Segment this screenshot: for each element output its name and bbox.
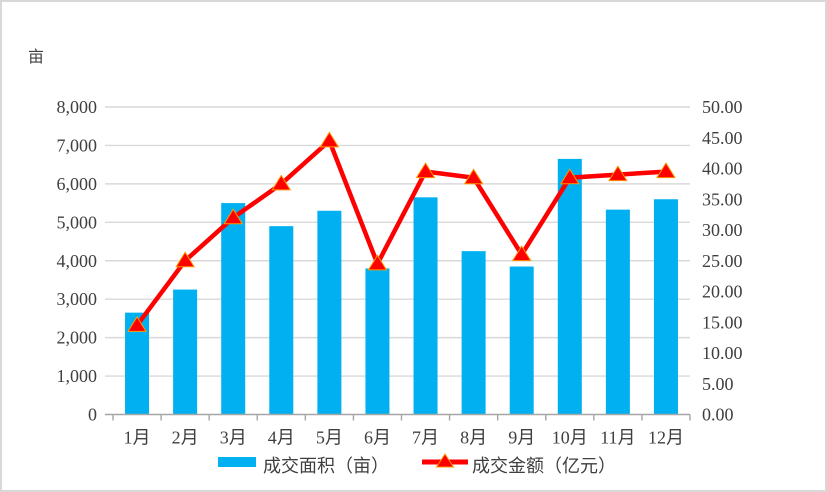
amount-marker-2月 — [175, 251, 196, 268]
bar-10月 — [557, 158, 582, 415]
x-axis-label-7: 7月 — [412, 428, 439, 448]
amount-marker-7月 — [415, 162, 436, 179]
bar-2月 — [173, 289, 198, 415]
left-axis-tick-label: 6,000 — [57, 174, 98, 194]
x-axis-label-1: 1月 — [124, 428, 151, 448]
right-axis-tick-label: 45.00 — [702, 128, 743, 148]
x-axis-label-10: 10月 — [552, 428, 588, 448]
right-axis-tick-label: 5.00 — [702, 374, 734, 394]
left-axis-tick-label: 3,000 — [57, 289, 98, 309]
left-axis-tick-label: 2,000 — [57, 328, 98, 348]
x-axis-label-9: 9月 — [508, 428, 535, 448]
x-axis-label-4: 4月 — [268, 428, 295, 448]
legend-label-area: 成交面积（亩） — [263, 456, 389, 476]
bar-12月 — [653, 199, 678, 415]
left-axis-tick-label: 0 — [88, 405, 97, 425]
bar-3月 — [221, 203, 246, 415]
bar-series-area — [125, 158, 678, 415]
amount-marker-4月 — [271, 174, 292, 191]
right-axis-tick-label: 10.00 — [702, 343, 743, 363]
bar-8月 — [461, 251, 486, 415]
left-axis-tick-label: 8,000 — [57, 97, 98, 117]
x-axis-label-2: 2月 — [172, 428, 199, 448]
right-axis-tick-label: 30.00 — [702, 220, 743, 240]
right-axis-tick-label: 15.00 — [702, 312, 743, 332]
amount-marker-9月 — [511, 245, 532, 262]
left-axis-tick-label: 5,000 — [57, 212, 98, 232]
amount-marker-6月 — [367, 254, 388, 271]
legend: 成交面积（亩） 成交金额（亿元） — [218, 453, 616, 476]
bar-11月 — [605, 209, 630, 415]
x-axis-label-8: 8月 — [460, 428, 487, 448]
amount-marker-1月 — [127, 315, 147, 332]
bar-5月 — [317, 210, 342, 415]
legend-swatch-area-icon — [218, 457, 256, 467]
amount-marker-8月 — [463, 168, 484, 185]
left-axis-tick-label: 7,000 — [57, 135, 98, 155]
x-axis-label-12: 12月 — [648, 428, 684, 448]
x-axis-label-3: 3月 — [220, 428, 247, 448]
bar-4月 — [269, 226, 294, 415]
x-axis-label-6: 6月 — [364, 428, 391, 448]
right-axis-tick-label: 20.00 — [702, 282, 743, 302]
amount-line — [135, 136, 667, 327]
right-axis-tick-label: 50.00 — [702, 97, 743, 117]
left-axis-tick-label: 4,000 — [57, 251, 98, 271]
right-axis-tick-label: 35.00 — [702, 189, 743, 209]
left-axis-tick-label: 1,000 — [57, 366, 98, 386]
amount-marker-5月 — [319, 131, 340, 148]
amount-marker-12月 — [656, 162, 676, 179]
x-axis-label-5: 5月 — [316, 428, 343, 448]
legend-label-amount: 成交金额（亿元） — [472, 456, 616, 476]
legend-marker-amount-icon — [435, 453, 455, 468]
x-axis-label-11: 11月 — [600, 428, 635, 448]
line-series-amount — [127, 131, 676, 332]
amount-marker-11月 — [607, 165, 628, 182]
amount-marker-10月 — [559, 168, 580, 185]
right-axis-tick-label: 25.00 — [702, 251, 743, 271]
bar-6月 — [365, 268, 390, 415]
right-axis-tick-label: 0.00 — [702, 405, 734, 425]
left-axis-unit-label: 亩 — [28, 48, 44, 66]
bar-9月 — [509, 266, 534, 415]
right-axis-tick-label: 40.00 — [702, 159, 743, 179]
axes: 0 1,000 2,000 3,000 4,000 5,000 6,000 7,000 8,00… — [57, 97, 743, 448]
bar-1月 — [125, 312, 150, 415]
bar-7月 — [413, 197, 438, 415]
amount-marker-3月 — [223, 208, 244, 225]
